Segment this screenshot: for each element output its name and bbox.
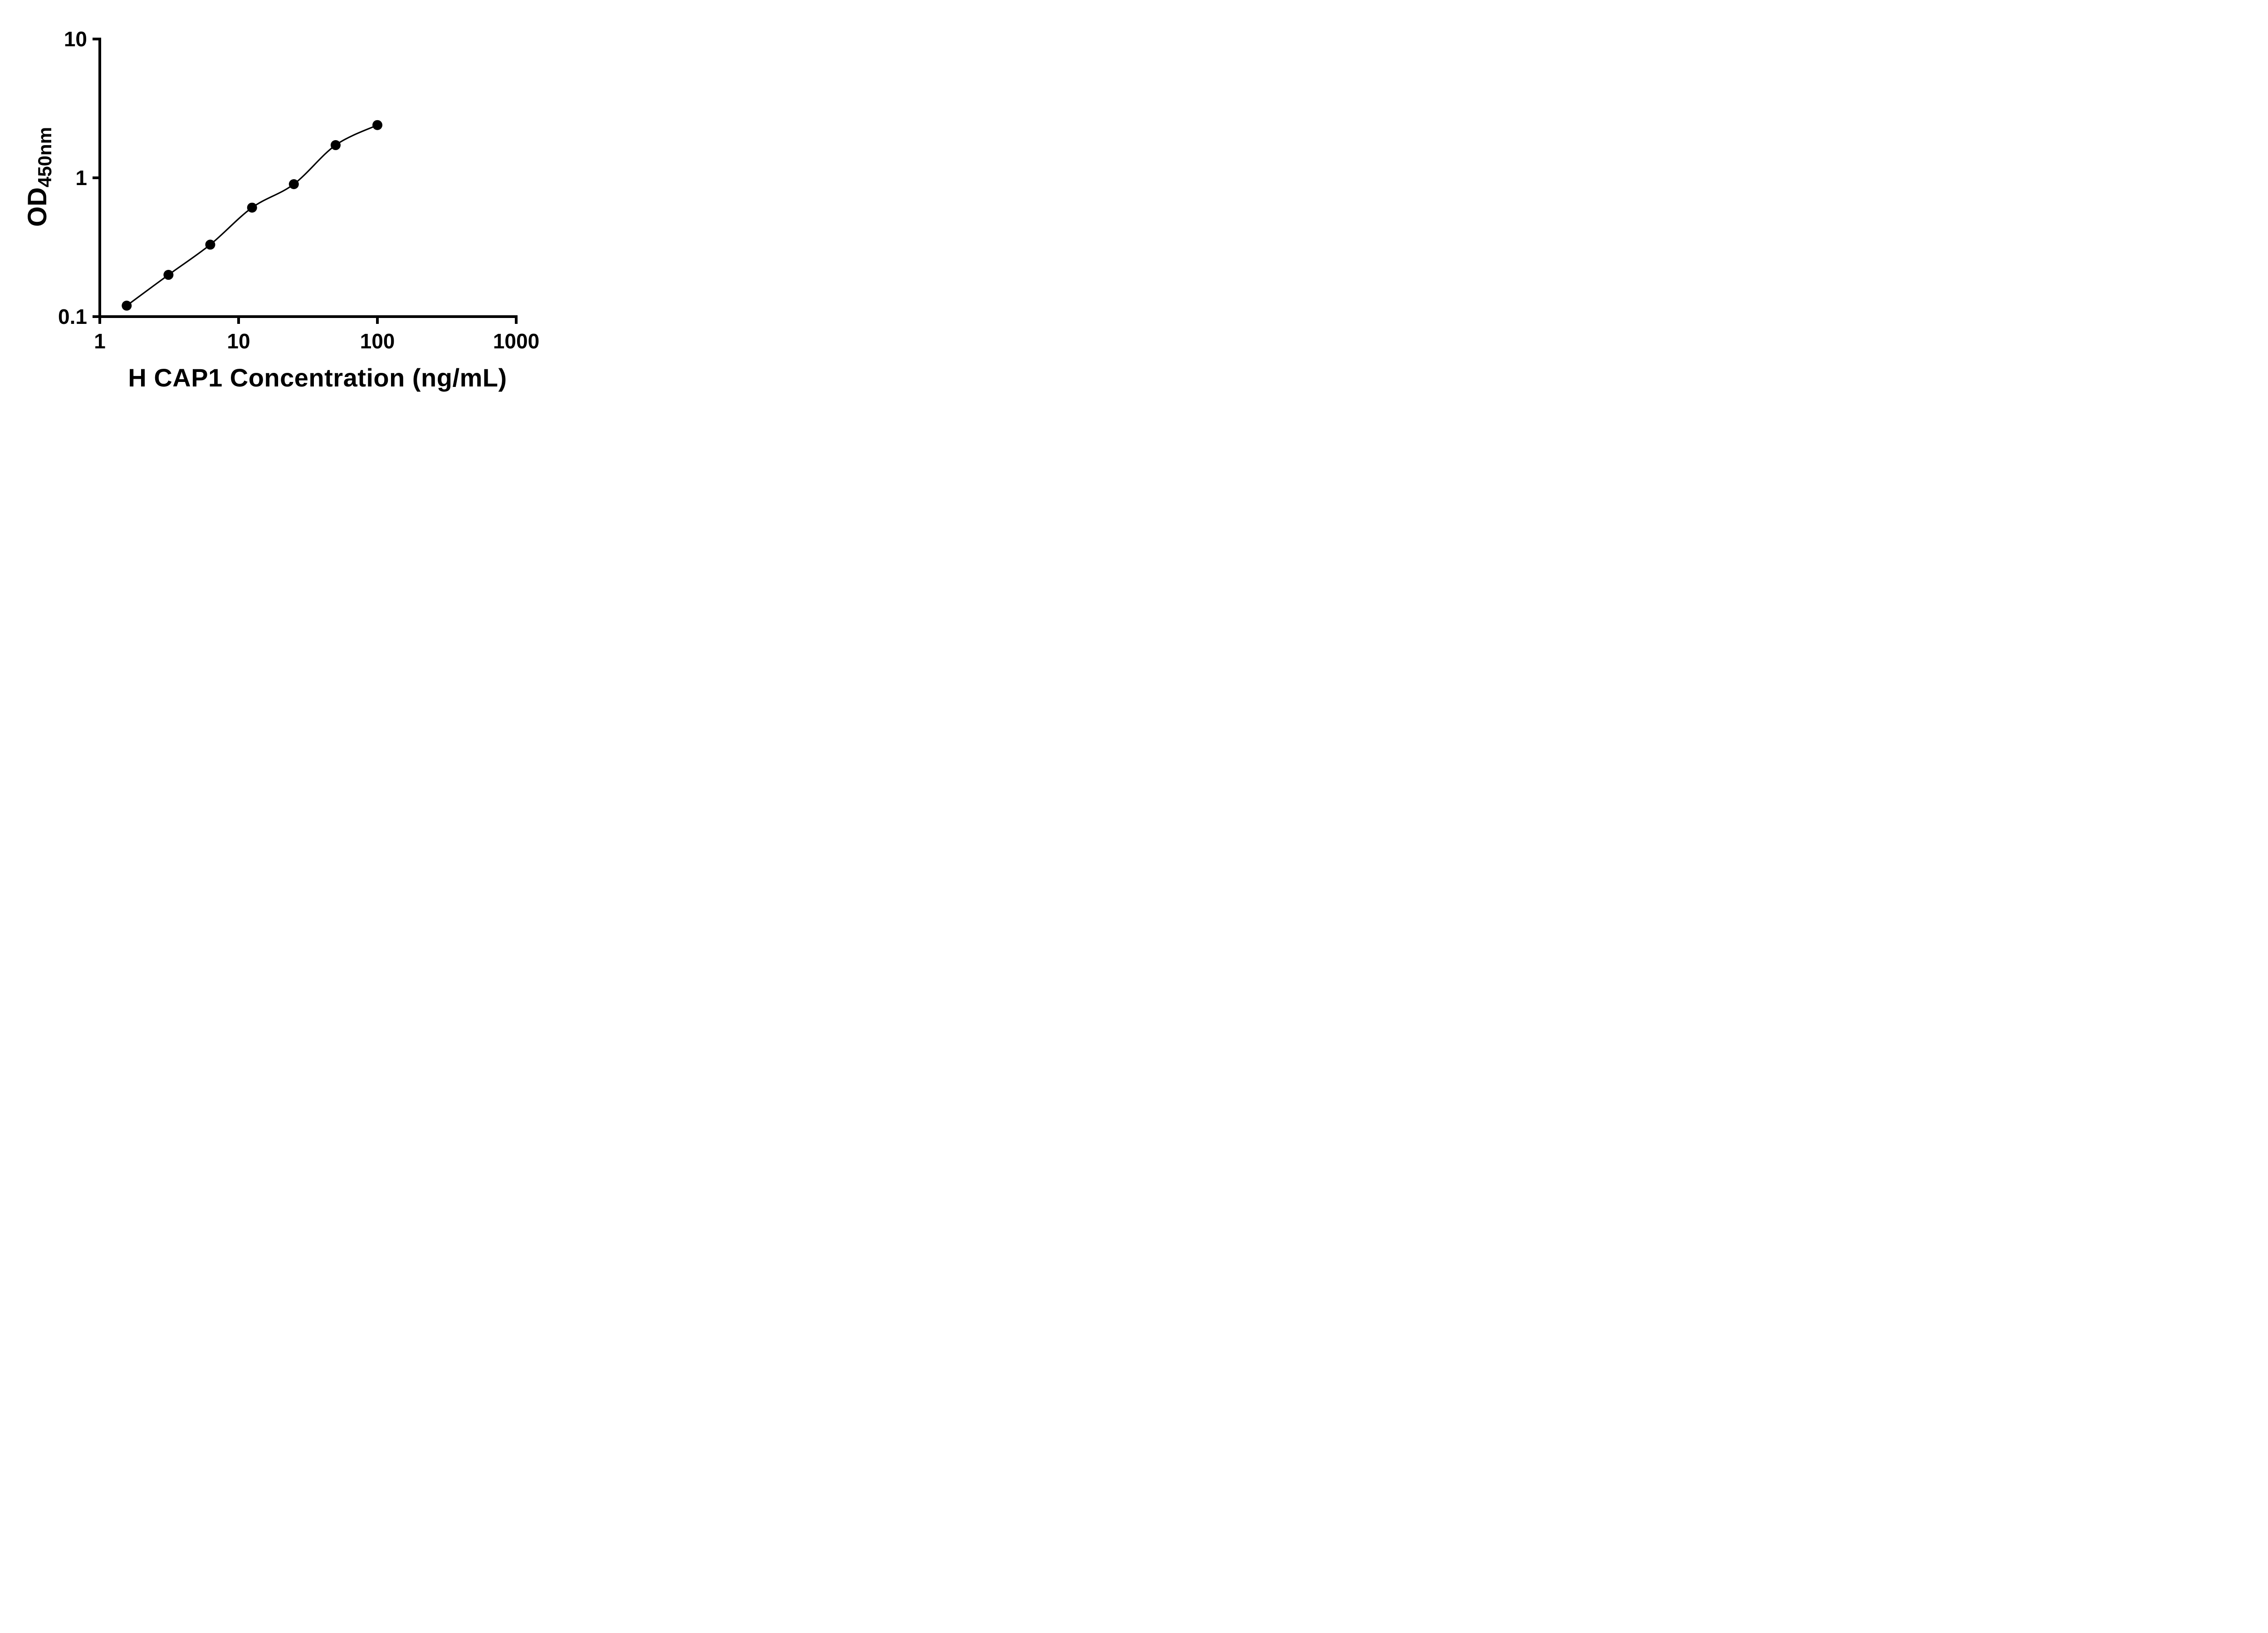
x-tick-label: 1000 <box>493 329 539 353</box>
data-point-2 <box>205 240 215 250</box>
y-tick-label: 0.1 <box>58 305 87 328</box>
elisa-standard-curve-figure: 1 10 100 1000 0.1 1 10 H CAP1 Concentration (n… <box>0 0 572 408</box>
data-point-6 <box>372 120 382 130</box>
x-axis-title: H CAP1 Concentration (ng/mL) <box>128 363 507 392</box>
data-point-3 <box>247 202 257 213</box>
x-tick-label: 10 <box>227 329 250 353</box>
chart-plot-area: 1 10 100 1000 0.1 1 10 <box>58 27 539 353</box>
data-point-1 <box>163 269 174 280</box>
x-tick-label: 100 <box>360 329 395 353</box>
data-point-5 <box>330 140 341 150</box>
y-axis-title-subscript: 450nm <box>34 127 55 188</box>
y-tick-label: 1 <box>75 166 87 190</box>
x-tick-label: 1 <box>94 329 106 353</box>
data-point-0 <box>122 300 132 311</box>
y-axis-title: OD450nm <box>22 127 56 227</box>
data-point-4 <box>288 179 299 189</box>
y-tick-label: 10 <box>64 27 87 51</box>
axis-spines <box>98 38 518 318</box>
y-axis-title-main: OD <box>23 187 52 227</box>
standard-curve-line <box>126 124 378 307</box>
